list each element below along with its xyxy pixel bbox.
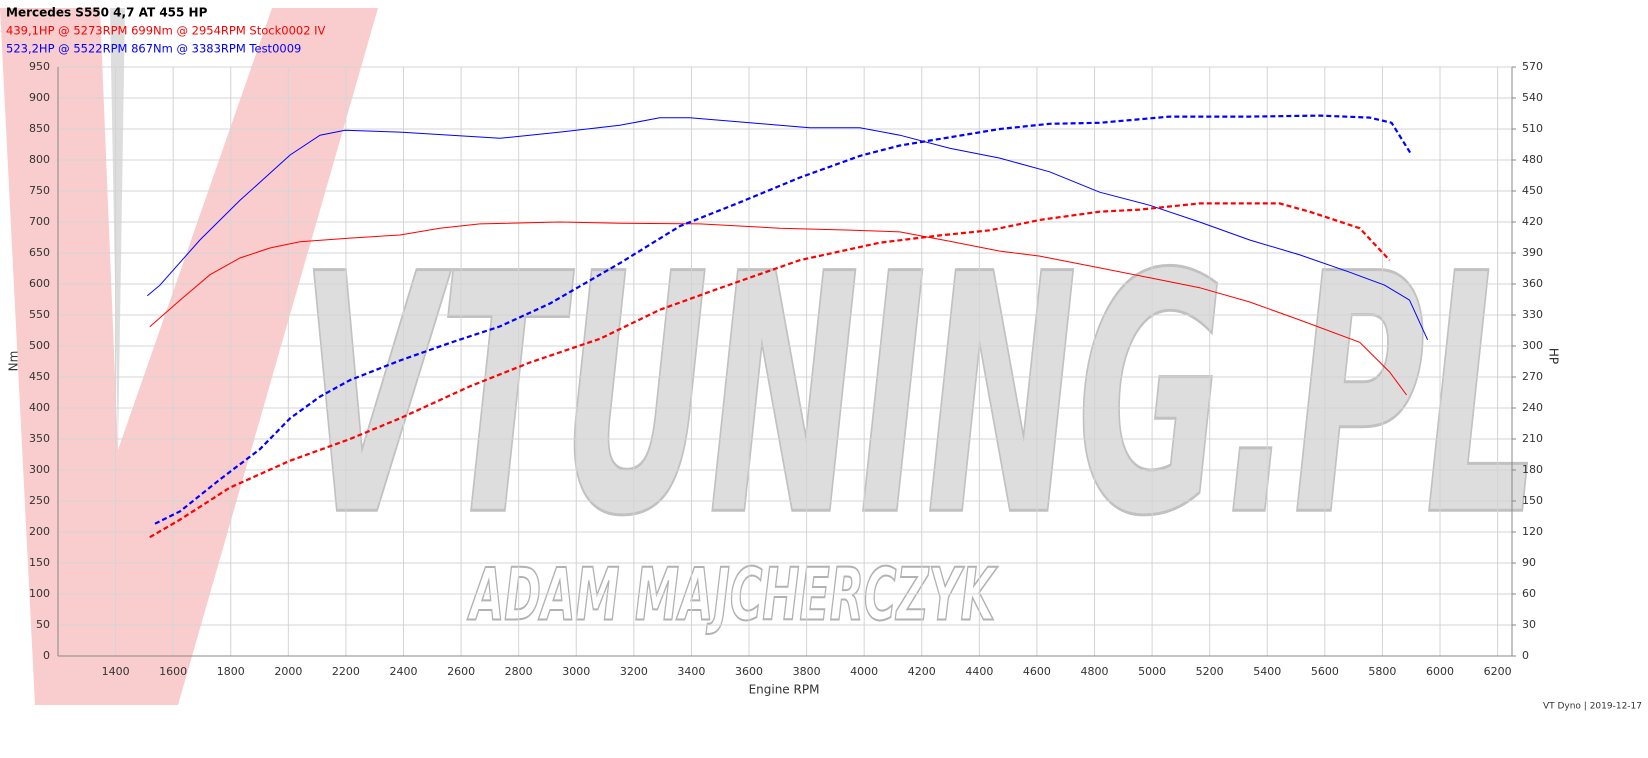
chart-title: Mercedes S550 4,7 AT 455 HP xyxy=(6,6,208,20)
x-axis-label: Engine RPM xyxy=(749,683,820,697)
x-tick-label: 5000 xyxy=(1138,665,1166,678)
x-tick-label: 3400 xyxy=(677,665,705,678)
y-tick-label: 700 xyxy=(29,215,50,228)
y2-tick-label: 150 xyxy=(1522,494,1543,507)
x-tick-label: 3000 xyxy=(562,665,590,678)
x-tick-label: 2200 xyxy=(332,665,360,678)
watermark-text: ADAM MAJCHERCZYK xyxy=(467,553,998,637)
x-tick-label: 4800 xyxy=(1081,665,1109,678)
y2-tick-label: 60 xyxy=(1522,587,1536,600)
y2-tick-label: 510 xyxy=(1522,122,1543,135)
y2-tick-label: 420 xyxy=(1522,215,1543,228)
logo-shape xyxy=(0,8,378,705)
y2-tick-label: 450 xyxy=(1522,184,1543,197)
y2-axis-label: HP xyxy=(1547,348,1561,364)
y2-tick-label: 0 xyxy=(1522,649,1529,662)
grid xyxy=(58,66,1512,657)
y-tick-label: 400 xyxy=(29,401,50,414)
legend-entry: 439,1HP @ 5273RPM 699Nm @ 2954RPM Stock0… xyxy=(6,24,326,38)
y2-tick-label: 390 xyxy=(1522,246,1543,259)
logo-shadow xyxy=(110,8,125,450)
y-tick-label: 200 xyxy=(29,525,50,538)
y-axis-label: Nm xyxy=(7,351,21,372)
y2-tick-label: 240 xyxy=(1522,401,1543,414)
series xyxy=(146,114,1429,539)
x-tick-label: 3800 xyxy=(793,665,821,678)
y2-tick-label: 270 xyxy=(1522,370,1543,383)
x-tick-label: 1800 xyxy=(217,665,245,678)
y-tick-label: 750 xyxy=(29,184,50,197)
x-tick-label: 5600 xyxy=(1311,665,1339,678)
y-tick-label: 800 xyxy=(29,153,50,166)
y2-tick-label: 90 xyxy=(1522,556,1536,569)
y-tick-label: 650 xyxy=(29,246,50,259)
x-tick-label: 6000 xyxy=(1426,665,1454,678)
x-tick-label: 2400 xyxy=(390,665,418,678)
watermark-text: VTUNING.PL xyxy=(300,204,1540,588)
y-tick-label: 500 xyxy=(29,339,50,352)
x-tick-label: 5800 xyxy=(1368,665,1396,678)
y2-tick-label: 570 xyxy=(1522,60,1543,73)
series-line xyxy=(149,221,1408,396)
y-tick-label: 150 xyxy=(29,556,50,569)
y-tick-label: 950 xyxy=(29,60,50,73)
x-tick-label: 2600 xyxy=(447,665,475,678)
y-tick-label: 300 xyxy=(29,463,50,476)
y2-tick-label: 30 xyxy=(1522,618,1536,631)
y-tick-label: 0 xyxy=(43,649,50,662)
y-tick-label: 900 xyxy=(29,91,50,104)
x-tick-label: 4400 xyxy=(965,665,993,678)
series-line xyxy=(154,114,1413,525)
y-tick-label: 850 xyxy=(29,122,50,135)
x-tick-label: 4000 xyxy=(850,665,878,678)
x-tick-label: 5400 xyxy=(1253,665,1281,678)
x-tick-label: 6200 xyxy=(1484,665,1512,678)
x-tick-label: 3200 xyxy=(620,665,648,678)
x-tick-label: 3600 xyxy=(735,665,763,678)
y2-tick-label: 120 xyxy=(1522,525,1543,538)
x-tick-label: 1400 xyxy=(102,665,130,678)
y2-tick-label: 210 xyxy=(1522,432,1543,445)
x-tick-label: 4200 xyxy=(908,665,936,678)
footer: VT Dyno | 2019-12-17 xyxy=(1543,702,1642,712)
y2-tick-label: 540 xyxy=(1522,91,1543,104)
y-tick-label: 550 xyxy=(29,308,50,321)
y-tick-label: 100 xyxy=(29,587,50,600)
y2-tick-label: 180 xyxy=(1522,463,1543,476)
legend-entry: 523,2HP @ 5522RPM 867Nm @ 3383RPM Test00… xyxy=(6,42,301,56)
x-tick-label: 4600 xyxy=(1023,665,1051,678)
x-tick-label: 1600 xyxy=(159,665,187,678)
series-line xyxy=(146,117,1429,341)
y-tick-label: 50 xyxy=(36,618,50,631)
y2-tick-label: 300 xyxy=(1522,339,1543,352)
x-tick-label: 5200 xyxy=(1196,665,1224,678)
y-tick-label: 350 xyxy=(29,432,50,445)
x-tick-label: 2800 xyxy=(505,665,533,678)
y2-tick-label: 330 xyxy=(1522,308,1543,321)
y2-tick-label: 480 xyxy=(1522,153,1543,166)
y2-tick-label: 360 xyxy=(1522,277,1543,290)
y-tick-label: 600 xyxy=(29,277,50,290)
x-tick-label: 2000 xyxy=(274,665,302,678)
y-tick-label: 450 xyxy=(29,370,50,383)
y-tick-label: 250 xyxy=(29,494,50,507)
